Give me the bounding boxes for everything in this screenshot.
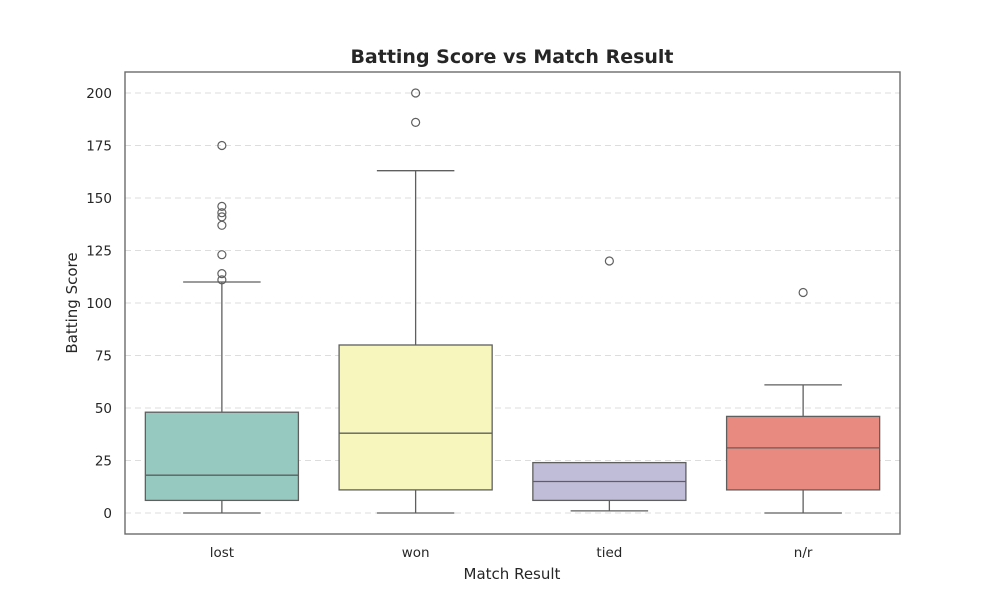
- x-ticks: lost won tied n/r: [210, 545, 813, 561]
- outlier-point: [217, 220, 227, 230]
- box-tied: [532, 256, 687, 512]
- boxes: [144, 88, 881, 514]
- box-lost: [144, 140, 300, 514]
- x-tick-label: n/r: [794, 545, 813, 561]
- y-axis-label: Batting Score: [63, 252, 81, 353]
- outlier-point: [217, 140, 227, 151]
- outlier-point: [411, 88, 421, 98]
- outlier-point: [217, 275, 227, 285]
- outlier-point: [217, 201, 227, 211]
- y-tick-label: 125: [86, 244, 112, 260]
- outlier-point: [217, 250, 227, 260]
- x-axis-label: Match Result: [464, 565, 561, 583]
- outlier-point: [217, 212, 227, 222]
- x-tick-label: won: [402, 545, 430, 561]
- y-tick-label: 200: [86, 86, 112, 102]
- x-tick-label: tied: [596, 545, 622, 561]
- iqr-box: [144, 411, 300, 502]
- y-tick-label: 0: [103, 506, 112, 522]
- iqr-box: [338, 344, 493, 491]
- y-tick-label: 25: [95, 454, 112, 470]
- outlier-point: [604, 256, 614, 266]
- y-tick-label: 50: [95, 401, 112, 417]
- y-tick-label: 175: [86, 139, 112, 155]
- outlier-point: [411, 117, 421, 128]
- chart-title: Batting Score vs Match Result: [350, 46, 673, 68]
- outlier-point: [217, 208, 227, 218]
- outlier-point: [798, 287, 808, 298]
- y-tick-label: 100: [86, 296, 112, 312]
- y-ticks: 0 25 50 75 100 125 150 175 200: [86, 86, 112, 522]
- y-tick-label: 75: [95, 349, 112, 365]
- box-nr: [725, 287, 881, 514]
- y-tick-label: 150: [86, 191, 112, 207]
- x-tick-label: lost: [210, 545, 234, 561]
- box-won: [338, 88, 493, 514]
- outlier-point: [217, 269, 227, 279]
- plot-frame: [124, 71, 901, 535]
- iqr-box: [725, 415, 881, 491]
